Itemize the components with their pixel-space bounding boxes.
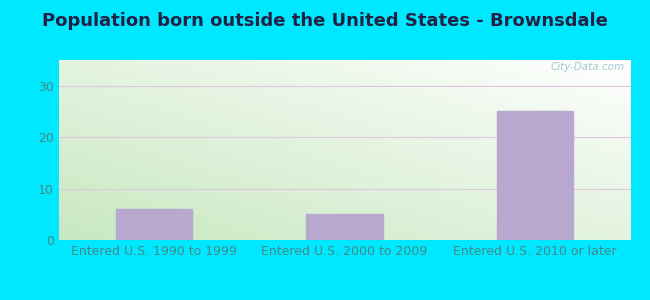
Bar [497, 111, 573, 240]
Text: City-Data.com: City-Data.com [551, 62, 625, 72]
Bar [116, 209, 192, 240]
Text: Population born outside the United States - Brownsdale: Population born outside the United State… [42, 12, 608, 30]
Bar [306, 214, 383, 240]
